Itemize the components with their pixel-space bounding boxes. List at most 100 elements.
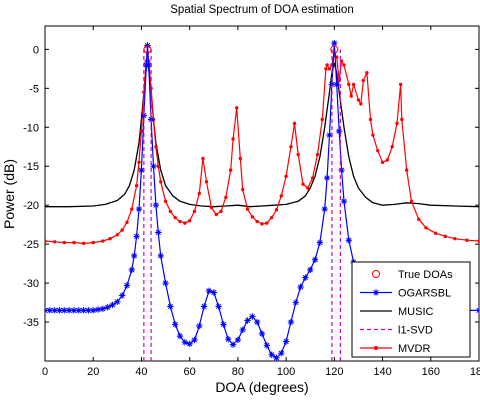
x-tick-label: 100: [277, 366, 295, 378]
data-point-mvdr: [125, 220, 129, 225]
data-point-mvdr: [224, 195, 228, 200]
data-point-ogarsbl: [133, 233, 140, 240]
x-tick-label: 120: [325, 366, 343, 378]
data-point-mvdr: [404, 168, 409, 172]
data-point-mvdr: [301, 182, 305, 186]
data-point-mvdr: [234, 106, 239, 110]
data-point-mvdr: [400, 117, 404, 122]
data-point-mvdr: [156, 164, 161, 168]
data-point-mvdr: [91, 240, 95, 245]
legend-label: OGARSBL: [398, 288, 451, 300]
data-point-mvdr: [339, 59, 344, 63]
data-point-mvdr: [289, 145, 293, 149]
data-point-mvdr: [324, 67, 328, 71]
data-point-ogarsbl: [176, 332, 184, 340]
legend: True DOAs OGARSBL MUSIC l1-SVD MVDR: [351, 261, 471, 358]
data-point-ogarsbl: [331, 39, 338, 47]
data-point-ogarsbl: [162, 279, 169, 287]
data-point-ogarsbl: [268, 351, 275, 358]
data-point-mvdr: [183, 221, 187, 225]
data-point-mvdr: [284, 174, 288, 179]
data-point-mvdr: [274, 208, 279, 212]
data-point-ogarsbl: [90, 307, 97, 314]
x-tick-label: 180: [470, 366, 480, 378]
data-point-mvdr: [178, 219, 182, 224]
data-point-mvdr: [351, 82, 356, 87]
data-point-mvdr: [347, 82, 351, 87]
data-point-ogarsbl: [167, 303, 174, 310]
data-point-ogarsbl: [196, 322, 203, 330]
data-point-mvdr: [424, 226, 428, 230]
data-point-mvdr: [101, 239, 105, 243]
legend-item-l1-svd: l1-SVD: [360, 325, 433, 337]
data-point-mvdr: [173, 215, 177, 220]
data-point-ogarsbl: [229, 341, 237, 348]
data-point-mvdr: [154, 145, 158, 149]
data-point-mvdr: [168, 209, 173, 214]
data-point-ogarsbl: [114, 298, 121, 305]
data-point-ogarsbl: [340, 198, 348, 205]
data-point-mvdr: [204, 180, 209, 184]
data-point-ogarsbl: [123, 282, 131, 289]
data-point-ogarsbl: [302, 274, 309, 281]
data-point-mvdr: [62, 240, 66, 245]
data-point-mvdr: [137, 160, 141, 165]
data-point-ogarsbl: [287, 318, 295, 326]
data-point-mvdr: [296, 152, 300, 157]
data-point-true-doas: [143, 45, 152, 54]
data-point-ogarsbl: [335, 127, 343, 135]
data-point-ogarsbl: [70, 307, 78, 314]
data-point-mvdr: [269, 215, 274, 220]
data-point-mvdr: [192, 209, 197, 214]
data-point-mvdr: [187, 219, 192, 223]
data-point-mvdr: [255, 219, 259, 224]
axis-ticks: 0 20 40 60 80 100 120 140 160 180 0 -5 -10 -15 -20 -25 -…: [23, 26, 480, 378]
series-line-mvdr: [45, 52, 479, 244]
data-point-mvdr: [45, 239, 47, 243]
data-point-mvdr: [315, 152, 320, 157]
y-tick-label: -5: [29, 83, 39, 95]
data-point-ogarsbl: [333, 81, 340, 88]
legend-item-music: MUSIC: [360, 306, 434, 318]
data-point-ogarsbl: [99, 305, 107, 313]
data-point-ogarsbl: [191, 336, 198, 344]
data-point-mvdr: [417, 217, 421, 221]
x-tick-label: 80: [232, 366, 244, 378]
x-tick-label: 0: [42, 366, 48, 378]
data-point-mvdr: [395, 121, 399, 126]
legend-label: MVDR: [398, 343, 430, 355]
legend-marker: [374, 346, 378, 350]
data-point-ogarsbl: [307, 266, 314, 274]
data-point-ogarsbl: [75, 307, 82, 314]
legend-item-mvdr: MVDR: [360, 343, 430, 355]
legend-swatch: [372, 270, 380, 278]
data-point-mvdr: [120, 228, 124, 232]
y-tick-label: 0: [33, 44, 39, 56]
data-point-mvdr: [209, 205, 214, 210]
data-point-mvdr: [310, 176, 315, 180]
data-point-ogarsbl: [200, 303, 208, 310]
y-axis-label: Power (dB): [1, 159, 17, 229]
data-point-mvdr: [306, 186, 310, 190]
data-point-ogarsbl: [244, 317, 251, 324]
data-point-mvdr: [327, 67, 332, 71]
data-point-ogarsbl: [155, 229, 162, 236]
data-point-ogarsbl: [297, 283, 304, 291]
data-point-mvdr: [72, 240, 76, 245]
legend-box: [351, 261, 471, 358]
data-point-mvdr: [201, 156, 205, 161]
series-l1-svd: [143, 49, 341, 361]
data-point-true-doas: [330, 45, 339, 54]
data-point-ogarsbl: [186, 340, 193, 348]
x-axis-label: DOA (degrees): [215, 379, 308, 395]
data-point-mvdr: [279, 194, 283, 198]
data-point-ogarsbl: [278, 350, 285, 357]
data-point-mvdr: [228, 168, 233, 172]
x-tick-label: 140: [373, 366, 391, 378]
legend-label: True DOAs: [398, 269, 453, 281]
data-point-mvdr: [163, 199, 168, 203]
data-point-ogarsbl: [85, 307, 92, 314]
data-point-mvdr: [134, 184, 139, 188]
data-point-ogarsbl: [345, 237, 352, 244]
